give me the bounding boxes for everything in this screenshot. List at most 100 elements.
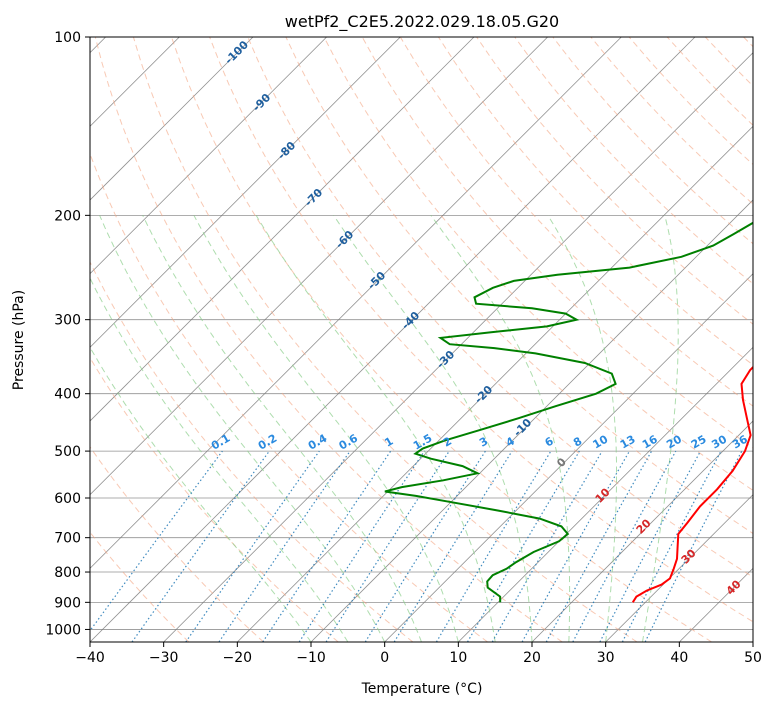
moist-adiabat-line — [90, 346, 312, 642]
y-tick-label: 900 — [54, 595, 81, 611]
mixing-ratio-line — [364, 450, 486, 642]
mixing-ratio-line — [325, 450, 450, 642]
isotherm-line — [90, 37, 622, 569]
isotherm-line — [605, 494, 753, 642]
dry-adiabat-line — [132, 37, 638, 642]
isotherm-line — [90, 37, 254, 201]
y-tick-label: 200 — [54, 208, 81, 224]
isotherm-line — [163, 52, 753, 642]
x-tick-label: 50 — [744, 650, 762, 666]
moist-adiabat-line — [142, 215, 422, 642]
dry-adiabat-line — [476, 37, 753, 325]
isotherm-line — [90, 37, 696, 642]
axes: −40 −30 −20 −10 0 10 20 30 40 5010020030040050060… — [45, 30, 762, 666]
dry-adiabat-label: 30 — [679, 546, 699, 566]
dry-adiabat-line — [514, 37, 753, 285]
x-tick-label: −30 — [149, 650, 179, 666]
series-lines — [384, 221, 753, 603]
moist-adiabat-line — [333, 215, 533, 642]
dry-adiabat-line — [743, 37, 753, 48]
dry-adiabat-label: -50 — [365, 269, 388, 292]
dry-adiabat-line — [90, 356, 339, 642]
x-tick-label: 30 — [597, 650, 615, 666]
dry-adiabat-line — [247, 37, 753, 578]
dry-adiabat-label: 0 — [554, 455, 569, 470]
line-labels: 0.1 0.2 0.4 0.6 1 1.5 2 3 4 6 8 10 13 16 20 25 30 36-100-… — [209, 38, 750, 598]
dry-adiabat-line — [552, 37, 753, 245]
x-tick-label: −40 — [75, 650, 105, 666]
mixing-ratio-label: 0.2 — [256, 432, 279, 453]
x-tick-label: 40 — [670, 650, 688, 666]
mixing-ratio-label: 25 — [689, 433, 709, 452]
mixing-ratio-label: 1 — [382, 435, 395, 450]
moist-adiabat-line — [642, 215, 679, 642]
dry-adiabat-line — [171, 37, 712, 642]
y-tick-label: 800 — [54, 565, 81, 581]
dry-adiabat-line — [666, 37, 753, 126]
x-tick-label: −20 — [223, 650, 253, 666]
moist-adiabat-line — [430, 215, 571, 642]
mixing-ratio-line — [90, 450, 223, 632]
x-axis-label: Temperature (°C) — [361, 681, 483, 697]
isotherm-line — [90, 37, 475, 422]
y-tick-label: 100 — [54, 30, 81, 46]
mixing-ratio-label: 13 — [618, 433, 638, 452]
isotherm-line — [90, 37, 401, 348]
dry-adiabat-label: -100 — [222, 38, 251, 67]
dry-adiabat-line — [437, 37, 753, 366]
y-tick-label: 700 — [54, 531, 81, 547]
x-tick-label: −10 — [296, 650, 326, 666]
mixing-ratio-label: 30 — [709, 432, 729, 451]
mixing-ratio-line — [185, 450, 320, 642]
isotherm-line — [310, 199, 753, 642]
dry-adiabat-label: 20 — [634, 516, 654, 536]
mixing-ratio-line — [298, 450, 425, 642]
dry-adiabat-label: -20 — [472, 383, 495, 406]
isotherm-line — [90, 37, 327, 275]
dry-adiabat-line — [90, 446, 264, 642]
dry-adiabat-label: -40 — [399, 309, 422, 332]
y-tick-label: 300 — [54, 313, 81, 329]
mixing-ratio-line — [262, 450, 392, 642]
dewpoint-profile-line — [384, 221, 753, 603]
dry-adiabat-line — [590, 37, 753, 205]
mixing-ratio-label: 0.1 — [209, 432, 232, 453]
dry-adiabat-line — [209, 37, 753, 623]
mixing-ratio-line — [545, 450, 653, 642]
y-tick-label: 600 — [54, 491, 81, 507]
mixing-ratio-label: 1.5 — [411, 432, 434, 453]
mixing-ratio-label: 3 — [477, 435, 490, 450]
dry-adiabat-line — [90, 260, 414, 642]
y-axis-label: Pressure (hPa) — [11, 290, 27, 390]
mixing-ratio-line — [393, 450, 513, 642]
plot-frame — [89, 36, 754, 643]
mixing-ratio-label: 2 — [441, 435, 454, 450]
mixing-ratio-line — [435, 450, 552, 642]
isotherm-line — [90, 37, 548, 496]
dry-adiabat-label: 10 — [593, 485, 613, 505]
isotherm-line — [237, 125, 753, 642]
x-tick-label: 10 — [449, 650, 467, 666]
x-tick-label: 0 — [380, 650, 389, 666]
dry-adiabat-line — [90, 152, 488, 642]
mixing-ratio-label: 16 — [640, 432, 660, 451]
mixing-ratio-line — [572, 450, 677, 642]
isotherm-line — [752, 641, 753, 642]
moist-adiabat-line — [547, 215, 617, 642]
y-tick-label: 400 — [54, 387, 81, 403]
isotherm-line — [531, 420, 753, 642]
mixing-ratio-line — [466, 450, 580, 642]
moist-adiabat-line — [193, 215, 459, 642]
y-tick-label: 1000 — [45, 622, 81, 638]
temperature-profile-line — [631, 365, 753, 603]
dry-adiabat-line — [285, 37, 753, 535]
isotherm-line — [458, 346, 753, 642]
chart-title: wetPf2_C2E5.2022.029.18.05.G20 — [285, 12, 559, 32]
mixing-ratio-line — [521, 450, 631, 642]
x-tick-label: 20 — [523, 650, 541, 666]
mixing-ratio-line — [218, 450, 351, 642]
dry-adiabat-line — [94, 37, 563, 642]
mixing-ratio-line — [644, 450, 743, 642]
mixing-ratio-label: 10 — [591, 432, 611, 451]
